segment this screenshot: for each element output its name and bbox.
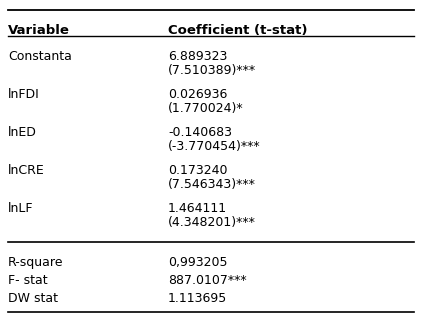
Text: DW stat: DW stat — [8, 292, 58, 305]
Text: (7.510389)***: (7.510389)*** — [168, 64, 256, 77]
Text: 0.026936: 0.026936 — [168, 88, 227, 101]
Text: (1.770024)*: (1.770024)* — [168, 102, 243, 115]
Text: F- stat: F- stat — [8, 274, 48, 287]
Text: 887.0107***: 887.0107*** — [168, 274, 246, 287]
Text: 0.173240: 0.173240 — [168, 164, 227, 177]
Text: Coefficient (t-stat): Coefficient (t-stat) — [168, 24, 308, 37]
Text: (4.348201)***: (4.348201)*** — [168, 216, 256, 229]
Text: (7.546343)***: (7.546343)*** — [168, 178, 256, 191]
Text: R-square: R-square — [8, 256, 63, 269]
Text: lnCRE: lnCRE — [8, 164, 45, 177]
Text: -0.140683: -0.140683 — [168, 126, 232, 139]
Text: 0,993205: 0,993205 — [168, 256, 227, 269]
Text: lnFDI: lnFDI — [8, 88, 40, 101]
Text: lnED: lnED — [8, 126, 37, 139]
Text: 1.113695: 1.113695 — [168, 292, 227, 305]
Text: lnLF: lnLF — [8, 202, 33, 215]
Text: Constanta: Constanta — [8, 50, 72, 63]
Text: 1.464111: 1.464111 — [168, 202, 227, 215]
Text: (-3.770454)***: (-3.770454)*** — [168, 140, 261, 153]
Text: Variable: Variable — [8, 24, 70, 37]
Text: 6.889323: 6.889323 — [168, 50, 227, 63]
